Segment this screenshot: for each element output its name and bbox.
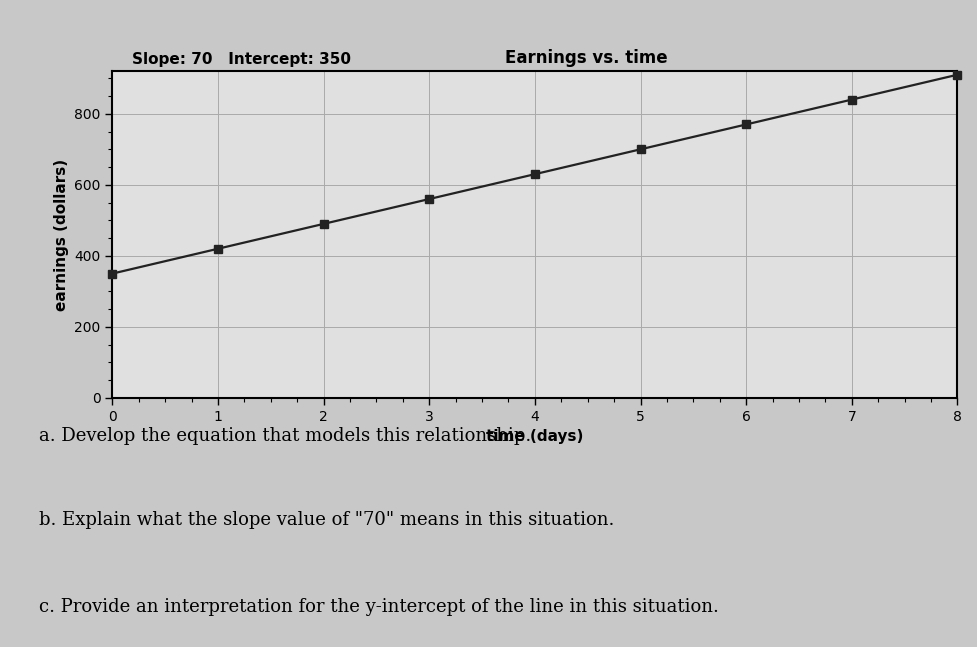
Text: Earnings vs. time: Earnings vs. time xyxy=(505,49,667,67)
X-axis label: time (days): time (days) xyxy=(487,429,583,444)
Text: b. Explain what the slope value of "70" means in this situation.: b. Explain what the slope value of "70" … xyxy=(39,511,615,529)
Text: a. Develop the equation that models this relationship.: a. Develop the equation that models this… xyxy=(39,427,531,445)
Text: c. Provide an interpretation for the y-intercept of the line in this situation.: c. Provide an interpretation for the y-i… xyxy=(39,598,719,617)
Text: Slope: 70   Intercept: 350: Slope: 70 Intercept: 350 xyxy=(132,52,351,67)
Y-axis label: earnings (dollars): earnings (dollars) xyxy=(54,159,68,311)
